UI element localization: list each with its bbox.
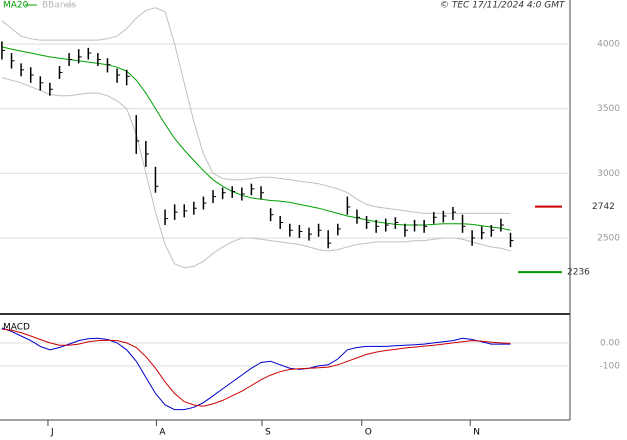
- overlay-line: [1, 46, 511, 231]
- x-tick-label: N: [473, 428, 480, 438]
- legend-label: BBands: [42, 1, 76, 11]
- copyright: © TEC 17/11/2024 4:0 GMT: [440, 1, 566, 11]
- x-tick-label: A: [159, 428, 166, 438]
- level-label: 2236: [567, 268, 590, 278]
- overlay-line: [1, 77, 511, 269]
- macd-title: MACD: [3, 323, 30, 333]
- y-tick-label: 3500: [597, 104, 620, 114]
- x-tick-label: S: [265, 428, 271, 438]
- y-tick-label: 4000: [597, 39, 620, 49]
- level-label: 2742: [592, 202, 615, 212]
- legend-label: MA20: [3, 1, 29, 11]
- y-tick-label: 3000: [597, 169, 620, 179]
- y-tick-label: 2500: [597, 233, 620, 243]
- x-tick-label: J: [50, 428, 54, 438]
- y-tick-label: 0.00: [600, 338, 620, 348]
- series-line: [1, 327, 511, 411]
- overlay-line: [1, 7, 511, 214]
- series-line: [1, 328, 511, 407]
- x-tick-label: O: [365, 428, 372, 438]
- y-tick-label: -100: [600, 361, 621, 371]
